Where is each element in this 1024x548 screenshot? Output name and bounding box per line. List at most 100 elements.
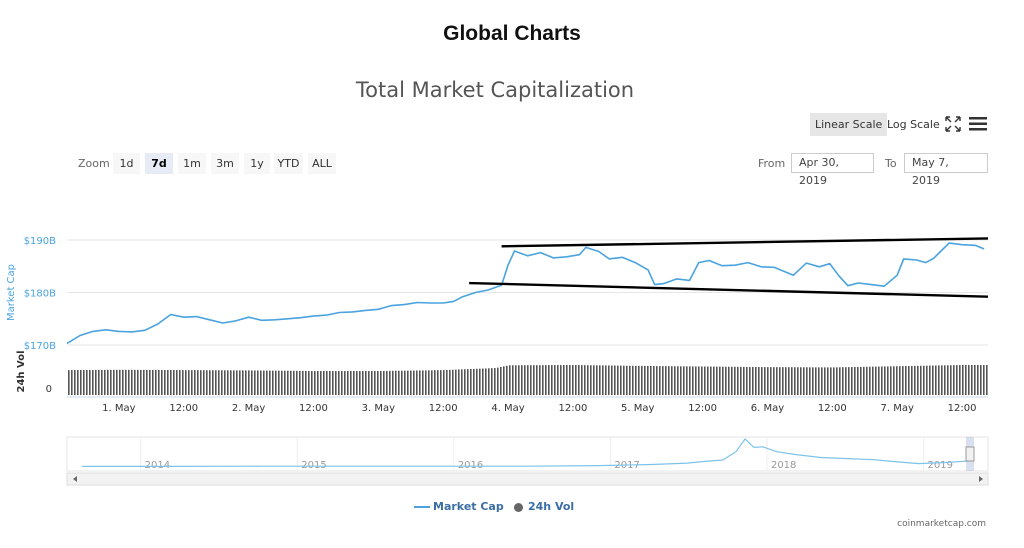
vol-tick-label: 0 (46, 384, 52, 395)
to-date-input[interactable]: May 7, 2019 (904, 153, 988, 187)
volume-bar (875, 366, 877, 395)
volume-bar (710, 366, 712, 395)
volume-bar (791, 367, 793, 395)
volume-bar (524, 365, 526, 395)
volume-bar (890, 366, 892, 395)
volume-bar (683, 366, 685, 395)
volume-bar (458, 369, 460, 395)
volume-bar (935, 365, 937, 395)
zoom-label: Zoom (78, 157, 110, 170)
volume-bar (803, 367, 805, 395)
volume-bar (728, 366, 730, 395)
volume-bar (974, 365, 976, 395)
zoom-1d-button[interactable]: 1d (113, 153, 140, 174)
volume-bar (518, 365, 520, 395)
volume-bar (446, 369, 448, 395)
volume-bar (110, 369, 112, 395)
log-scale-button[interactable]: Log Scale (887, 118, 940, 131)
expand-arrows-icon[interactable] (945, 116, 961, 132)
volume-bar (902, 366, 904, 395)
volume-bar (977, 365, 979, 395)
legend-market-cap[interactable]: Market Cap (414, 500, 504, 513)
linear-scale-button[interactable]: Linear Scale (810, 113, 888, 136)
volume-bar (107, 369, 109, 395)
volume-bar (92, 369, 94, 395)
volume-bar (137, 369, 139, 395)
volume-bar (329, 371, 331, 395)
to-label: To (885, 157, 897, 170)
volume-bar (833, 367, 835, 395)
volume-bar (644, 365, 646, 395)
volume-bar (854, 366, 856, 395)
zoom-ytd-button[interactable]: YTD (274, 153, 303, 174)
volume-bar (449, 369, 451, 395)
volume-bar (338, 371, 340, 395)
navigator-year-label: 2015 (301, 460, 326, 471)
volume-bar (236, 370, 238, 395)
volume-bar (662, 366, 664, 395)
volume-bar (248, 370, 250, 395)
volume-bar (959, 365, 961, 395)
volume-bar (839, 367, 841, 395)
volume-bar (83, 370, 85, 395)
volume-bar (749, 366, 751, 395)
volume-bar (149, 369, 151, 395)
volume-bar (584, 365, 586, 395)
zoom-7d-button[interactable]: 7d (145, 153, 173, 174)
volume-bar (131, 369, 133, 395)
volume-bar (116, 369, 118, 395)
volume-bar (887, 366, 889, 395)
volume-bar (368, 371, 370, 395)
legend-24h-vol[interactable]: 24h Vol (514, 500, 574, 513)
volume-bar (635, 365, 637, 395)
volume-bar (866, 366, 868, 395)
volume-bar (239, 370, 241, 395)
volume-bar (581, 365, 583, 395)
volume-bar (77, 370, 79, 395)
volume-bar (788, 367, 790, 395)
volume-bar (815, 367, 817, 395)
volume-bar (494, 368, 496, 395)
navigator-scrollbar (66, 472, 989, 486)
volume-bar (71, 370, 73, 395)
zoom-1y-button[interactable]: 1y (244, 153, 270, 174)
volume-bar (554, 365, 556, 395)
volume-bar (767, 367, 769, 395)
zoom-3m-button[interactable]: 3m (211, 153, 239, 174)
volume-bar (431, 370, 433, 395)
volume-bar (872, 366, 874, 395)
volume-bar (620, 365, 622, 395)
volume-bar (326, 371, 328, 395)
volume-bar (812, 367, 814, 395)
volume-bar (491, 368, 493, 395)
volume-bar (419, 370, 421, 395)
x-tick-label: 4. May (491, 403, 524, 414)
volume-bar (647, 365, 649, 395)
volume-bar (173, 370, 175, 395)
volume-bar (722, 366, 724, 395)
volume-bar (845, 367, 847, 395)
zoom-all-button[interactable]: ALL (308, 153, 336, 174)
volume-bar (755, 366, 757, 395)
volume-bar (257, 370, 259, 395)
volume-bar (503, 366, 505, 395)
volume-bar (629, 365, 631, 395)
volume-bar (407, 370, 409, 395)
volume-bar (947, 365, 949, 395)
volume-bar (923, 365, 925, 395)
credit-link[interactable]: coinmarketcap.com (897, 519, 986, 529)
volume-bar (557, 365, 559, 395)
volume-bar (392, 370, 394, 395)
x-tick-label: 12:00 (688, 403, 717, 414)
volume-bar (482, 368, 484, 395)
zoom-1m-button[interactable]: 1m (178, 153, 206, 174)
volume-bar (680, 366, 682, 395)
volume-bar (944, 365, 946, 395)
volume-bar (476, 368, 478, 395)
navigator-series-line (82, 438, 973, 467)
hamburger-menu-icon[interactable] (969, 117, 987, 131)
volume-bar (323, 371, 325, 395)
volume-bar (830, 367, 832, 395)
from-date-input[interactable]: Apr 30, 2019 (791, 153, 874, 187)
volume-bar (965, 365, 967, 395)
